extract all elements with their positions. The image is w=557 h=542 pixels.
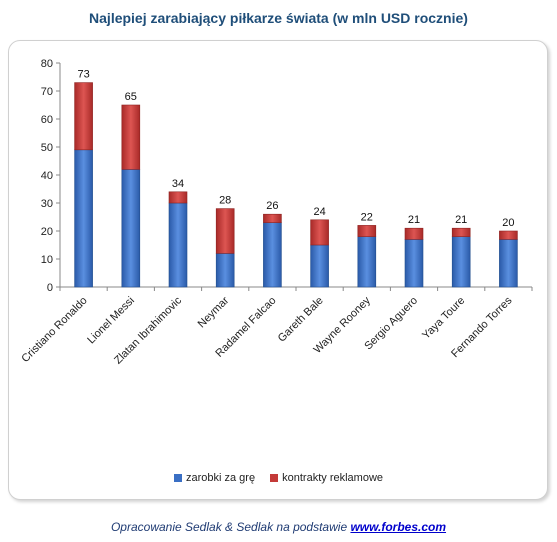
x-category-label: Gareth Bale — [276, 295, 326, 345]
bar-total-label: 21 — [408, 214, 420, 226]
legend-item-ads: kontrakty reklamowe — [270, 472, 383, 484]
bar-total-label: 22 — [361, 211, 373, 223]
y-tick-label: 40 — [41, 170, 53, 182]
bar-total-label: 26 — [266, 200, 278, 212]
bar-total-label: 28 — [219, 195, 231, 207]
source-link[interactable]: www.forbes.com — [350, 520, 447, 534]
bar-ads-segment — [499, 230, 518, 240]
bar-play-segment — [404, 239, 424, 288]
y-tick-label: 80 — [41, 58, 53, 70]
bar-play-segment — [215, 253, 235, 288]
y-tick-label: 10 — [41, 254, 53, 266]
bar-total-label: 34 — [172, 178, 184, 190]
bar-play-segment — [451, 236, 471, 288]
chart-title: Najlepiej zarabiający piłkarze świata (w… — [89, 10, 468, 26]
y-tick-label: 0 — [47, 282, 53, 294]
bar-play-segment — [310, 244, 329, 288]
bar-play-segment — [263, 222, 282, 288]
bars — [74, 82, 518, 288]
bar-ads-segment — [451, 227, 471, 237]
x-category-label: Neymar — [196, 294, 232, 330]
x-category-label: Cristiano Ronaldo — [19, 295, 89, 365]
bar-total-label: 21 — [455, 214, 467, 226]
bar-ads-segment — [404, 227, 424, 240]
y-tick-label: 30 — [41, 198, 53, 210]
bar-ads-segment — [263, 213, 282, 223]
legend-label-ads: kontrakty reklamowe — [282, 472, 384, 484]
bar-total-label: 20 — [502, 217, 514, 229]
legend-label-play: zarobki za grę — [185, 472, 256, 484]
bar-ads-segment — [310, 219, 329, 246]
legend: zarobki za grę kontrakty reklamowe — [0, 472, 557, 485]
source-text: Opracowanie Sedlak & Sedlak na podstawie — [110, 520, 351, 534]
axes: 0 10 20 30 40 50 60 70 80 — [41, 58, 533, 294]
bar-total-label: 73 — [77, 69, 89, 81]
bar-ads-segment — [74, 82, 93, 151]
bar-ads-segment — [357, 225, 377, 237]
y-tick-label: 50 — [41, 142, 53, 154]
bar-ads-segment — [168, 191, 188, 204]
bar-ads-segment — [121, 104, 141, 170]
bar-total-label: 24 — [313, 206, 325, 218]
y-tick-label: 20 — [41, 226, 53, 238]
stacked-bar-chart: 0 10 20 30 40 50 60 70 80 73 Cristiano Ronaldo 65 L… — [19, 58, 533, 367]
y-tick-label: 60 — [41, 114, 53, 126]
legend-swatch-play — [173, 474, 182, 482]
legend-swatch-ads — [270, 474, 279, 482]
x-category-label: Lionel Messi — [85, 295, 137, 347]
bar-play-segment — [168, 202, 188, 288]
source-footer: Opracowanie Sedlak & Sedlak na podstawie… — [0, 520, 557, 534]
bar-play-segment — [357, 236, 377, 288]
legend-item-play: zarobki za grę — [173, 472, 256, 484]
bar-play-segment — [121, 169, 141, 288]
x-category-label: Yaya Toure — [420, 295, 467, 342]
bar-ads-segment — [215, 208, 235, 254]
y-tick-label: 70 — [41, 86, 53, 98]
bar-play-segment — [499, 239, 518, 288]
bar-total-label: 65 — [125, 91, 137, 103]
bar-play-segment — [74, 149, 93, 288]
